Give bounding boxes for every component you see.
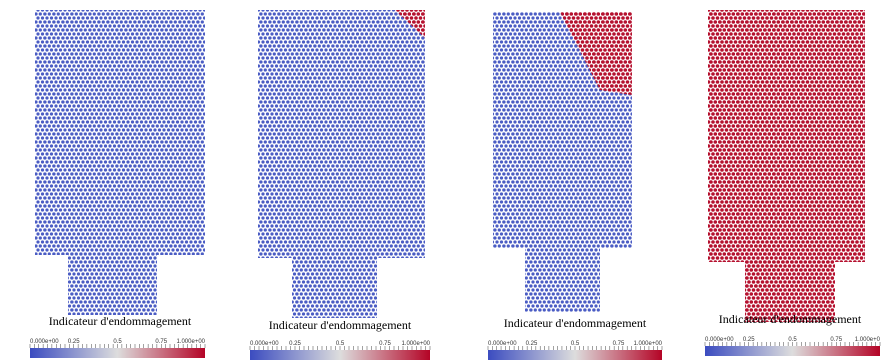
colorbar (705, 346, 880, 356)
panel-label: Indicateur d'endommagement (269, 318, 412, 332)
colorbar-tick-label: 0.000e+00 (30, 339, 59, 345)
damaged-zone (560, 12, 632, 95)
colorbar-tick-label: 0.25 (743, 337, 755, 343)
colorbar-tick-label: 0.75 (830, 337, 842, 343)
colorbar-tick-label: 0.75 (379, 341, 391, 347)
colorbar-tick-label: 0.5 (571, 341, 580, 347)
colorbar-tick-label: 0.25 (526, 341, 538, 347)
specimen (708, 10, 865, 322)
specimen (258, 10, 425, 318)
colorbar (30, 348, 205, 358)
colorbar-tick-label: 0.000e+00 (705, 337, 734, 343)
colorbar-tick-label: 0.5 (788, 337, 797, 343)
colorbar-tick-label: 0.25 (68, 339, 80, 345)
panel-label: Indicateur d'endommagement (504, 316, 647, 330)
colorbar-tick-label: 1.000e+0 (855, 337, 881, 343)
colorbar-tick-label: 0.5 (113, 339, 122, 345)
specimen (35, 10, 205, 315)
colorbar (250, 350, 430, 360)
colorbar-tick-label: 0.000e+00 (488, 341, 517, 347)
panel-label: Indicateur d'endommagement (719, 312, 862, 326)
colorbar-tick-label: 1.000e+00 (633, 341, 662, 347)
colorbar-tick-label: 0.75 (155, 339, 167, 345)
colorbar-tick-label: 1.000e+00 (401, 341, 430, 347)
colorbar-tick-label: 0.000e+00 (250, 341, 279, 347)
colorbar-tick-label: 1.000e+00 (176, 339, 205, 345)
colorbar-tick-label: 0.5 (336, 341, 345, 347)
panel-label: Indicateur d'endommagement (49, 314, 192, 328)
colorbar-tick-label: 0.75 (613, 341, 625, 347)
colorbar-tick-label: 0.25 (289, 341, 301, 347)
specimen (493, 12, 632, 312)
damaged-zone (395, 10, 425, 38)
colorbar (488, 350, 662, 360)
